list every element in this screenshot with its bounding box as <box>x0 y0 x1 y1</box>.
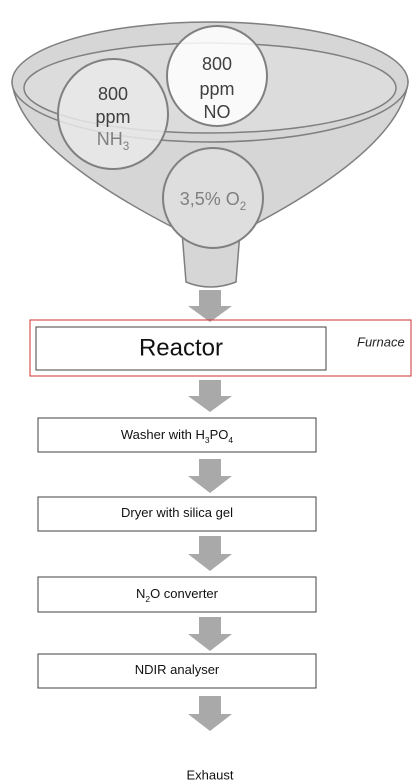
arrow <box>188 696 232 731</box>
label: Washer with H3PO4 <box>121 427 234 445</box>
label: NO <box>204 102 231 122</box>
arrow <box>188 459 232 493</box>
label: N2O converter <box>136 586 219 604</box>
arrow <box>188 617 232 651</box>
label: Furnace <box>357 334 405 349</box>
step-box <box>37 496 317 532</box>
label: Reactor <box>139 334 223 361</box>
text-part: NDIR analyser <box>135 662 220 677</box>
subscript: 2 <box>145 594 150 604</box>
furnace-frame <box>29 319 412 377</box>
label: ppm <box>199 79 234 99</box>
text-part: ppm <box>199 79 234 99</box>
subscript: 3 <box>123 140 130 153</box>
step-box <box>37 417 317 453</box>
step-box <box>37 653 317 689</box>
text-part: 800 <box>202 54 232 74</box>
step-box <box>37 576 317 613</box>
subscript: 3 <box>205 435 210 445</box>
subscript: 4 <box>228 435 233 445</box>
text-part: ppm <box>95 107 130 127</box>
arrow <box>188 536 232 571</box>
text-part: NO <box>204 102 231 122</box>
label: NH3 <box>97 129 130 153</box>
reactor-box <box>35 326 327 371</box>
label: Exhaust <box>187 767 234 782</box>
text-part: PO <box>210 427 229 442</box>
label: ppm <box>95 107 130 127</box>
arrow <box>188 290 232 322</box>
text-part: O converter <box>150 586 219 601</box>
gas-circle <box>57 58 169 170</box>
text-part: 800 <box>98 84 128 104</box>
gas-circle <box>166 25 268 127</box>
subscript: 2 <box>240 200 247 213</box>
text-part: N <box>136 586 145 601</box>
gas-circle <box>162 147 264 249</box>
text-part: Dryer with silica gel <box>121 505 233 520</box>
label: 800 <box>202 54 232 74</box>
label: NDIR analyser <box>135 662 220 677</box>
text-part: Washer with H <box>121 427 205 442</box>
text-part: 3,5% O <box>180 189 240 209</box>
text-part: NH <box>97 129 123 149</box>
arrow <box>188 380 232 412</box>
label: 800 <box>98 84 128 104</box>
label: Dryer with silica gel <box>121 505 233 520</box>
label: 3,5% O2 <box>180 189 247 213</box>
